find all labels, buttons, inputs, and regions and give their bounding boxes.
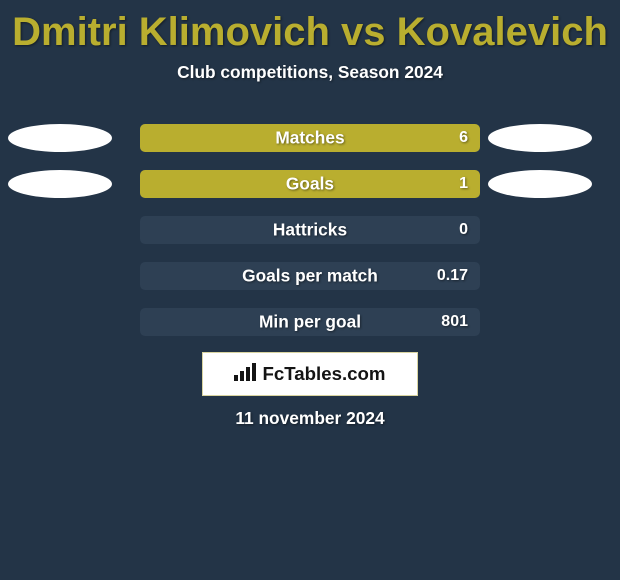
stat-row-label: Goals	[286, 174, 334, 195]
stat-row: Goals 1	[140, 170, 480, 198]
brand-logo[interactable]: FcTables.com	[202, 352, 418, 396]
bar-chart-icon-wrap	[234, 363, 256, 386]
left-player-badge-inner	[19, 127, 100, 149]
page-title: Dmitri Klimovich vs Kovalevich	[0, 10, 620, 55]
left-player-badge	[8, 124, 112, 152]
stat-row: Matches 6	[140, 124, 480, 152]
subtitle: Club competitions, Season 2024	[0, 62, 620, 83]
stat-row-label: Goals per match	[242, 266, 378, 287]
stat-row-right-value: 0.17	[437, 267, 468, 285]
stat-row-label: Hattricks	[273, 220, 347, 241]
stat-row-right-value: 6	[459, 129, 468, 147]
stat-row: Hattricks 0	[140, 216, 480, 244]
left-player-badge-inner	[19, 173, 100, 195]
stat-row: Goals per match 0.17	[140, 262, 480, 290]
date-label: 11 november 2024	[0, 408, 620, 429]
brand-logo-label: FcTables.com	[262, 363, 385, 385]
right-player-badge-inner	[499, 127, 580, 149]
bar-chart-icon	[234, 363, 256, 381]
right-player-badge-inner	[499, 173, 580, 195]
left-player-badge	[8, 170, 112, 198]
stat-row: Min per goal 801	[140, 308, 480, 336]
brand-logo-text: FcTables.com	[234, 363, 385, 386]
stat-row-right-value: 1	[459, 175, 468, 193]
stat-row-right-value: 801	[441, 313, 468, 331]
stat-row-right-value: 0	[459, 221, 468, 239]
right-player-badge	[488, 170, 592, 198]
right-player-badge	[488, 124, 592, 152]
stat-row-label: Min per goal	[259, 312, 361, 333]
stat-row-label: Matches	[275, 128, 344, 149]
